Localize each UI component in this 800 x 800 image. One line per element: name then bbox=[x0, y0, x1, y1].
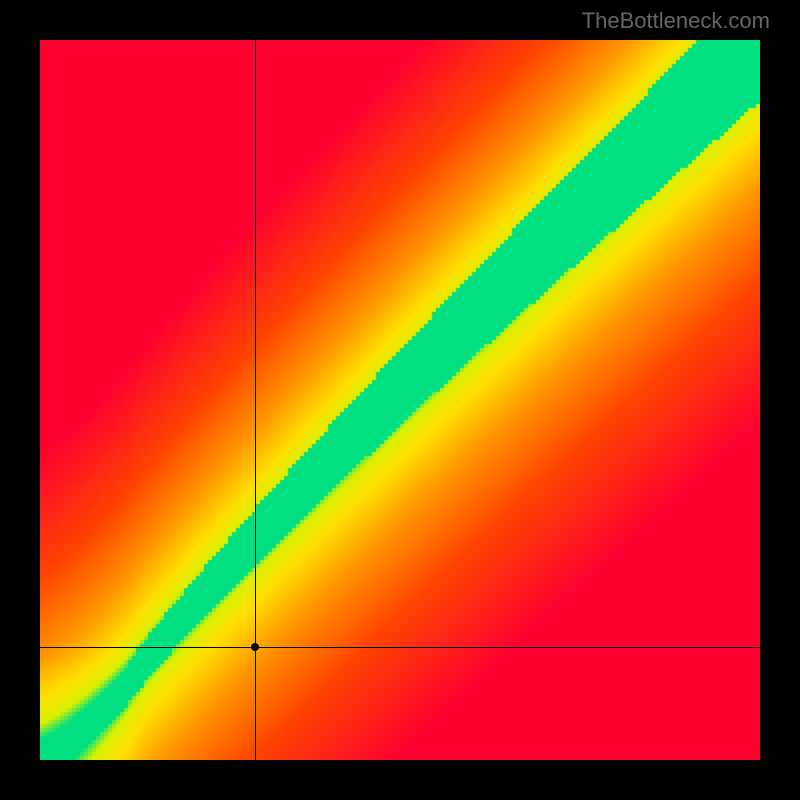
chart-container: TheBottleneck.com bbox=[0, 0, 800, 800]
crosshair-marker bbox=[251, 643, 259, 651]
bottleneck-heatmap bbox=[40, 40, 760, 760]
watermark-text: TheBottleneck.com bbox=[582, 8, 770, 34]
crosshair-vertical bbox=[255, 40, 256, 760]
crosshair-horizontal bbox=[40, 647, 760, 648]
